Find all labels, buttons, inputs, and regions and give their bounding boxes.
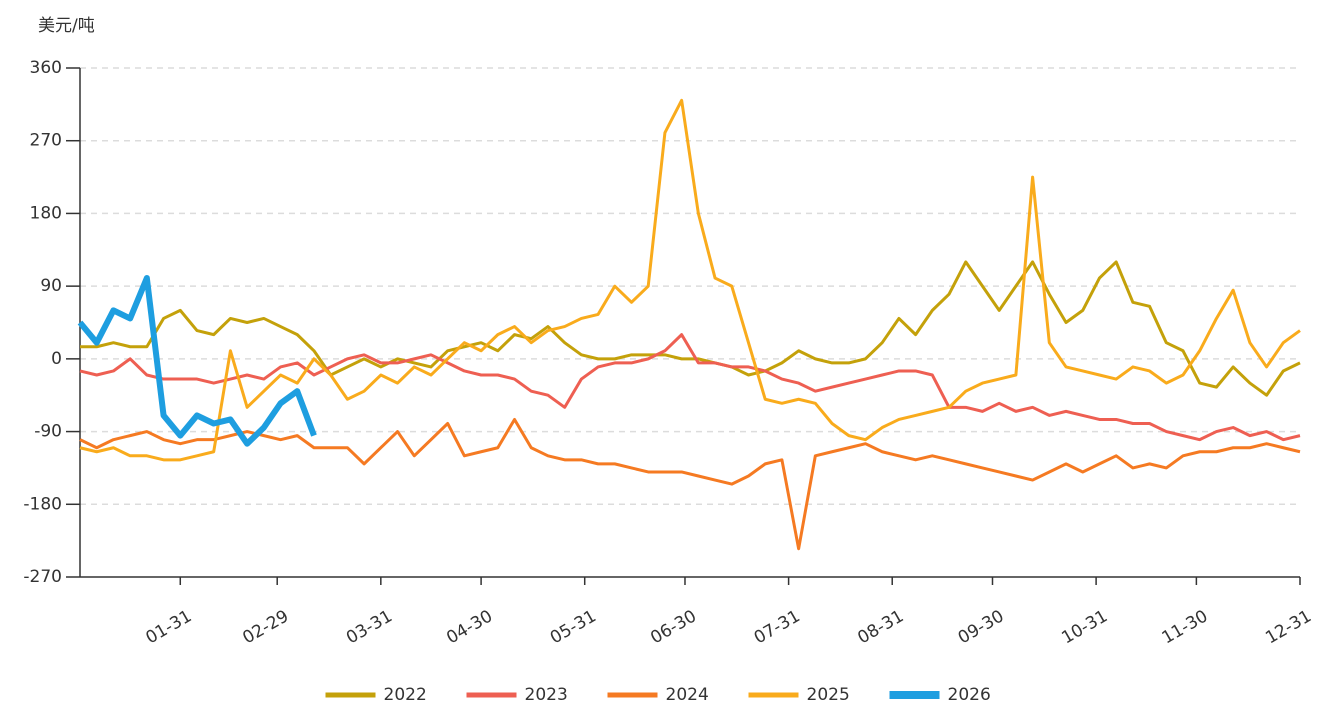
x-tick-label: 04-30 xyxy=(443,606,496,648)
x-tick-label: 02-29 xyxy=(239,606,292,648)
x-tick-label: 10-31 xyxy=(1058,606,1111,648)
series-line xyxy=(79,333,1301,442)
y-tick-label: 360 xyxy=(30,58,62,78)
y-tick-label: 270 xyxy=(30,131,62,151)
x-tick-label: 03-31 xyxy=(343,606,396,648)
legend-label: 2025 xyxy=(807,685,850,705)
y-tick-label: 180 xyxy=(30,203,62,223)
y-tick-label: 90 xyxy=(40,276,62,296)
legend-label: 2026 xyxy=(948,685,991,705)
x-tick-label: 11-30 xyxy=(1159,606,1212,648)
series-line xyxy=(79,417,1301,551)
y-tick-label: -180 xyxy=(23,494,62,514)
x-tick-label: 12-31 xyxy=(1262,606,1315,648)
x-tick-label: 07-31 xyxy=(751,606,804,648)
legend-label: 2024 xyxy=(666,685,709,705)
x-tick-label: 05-31 xyxy=(547,606,600,648)
legend-label: 2023 xyxy=(525,685,568,705)
legend-label: 2022 xyxy=(384,685,427,705)
series-line xyxy=(79,98,1301,462)
x-tick-label: 01-31 xyxy=(142,606,195,648)
y-axis-label: 美元/吨 xyxy=(38,16,95,36)
series-line xyxy=(77,275,317,447)
y-tick-label: 0 xyxy=(51,349,62,369)
y-tick-label: -270 xyxy=(23,567,62,587)
x-tick-label: 06-30 xyxy=(647,606,700,648)
x-tick-label: 08-31 xyxy=(854,606,907,648)
x-tick-label: 09-30 xyxy=(955,606,1008,648)
y-tick-label: -90 xyxy=(34,422,62,442)
series-line xyxy=(80,260,1301,397)
